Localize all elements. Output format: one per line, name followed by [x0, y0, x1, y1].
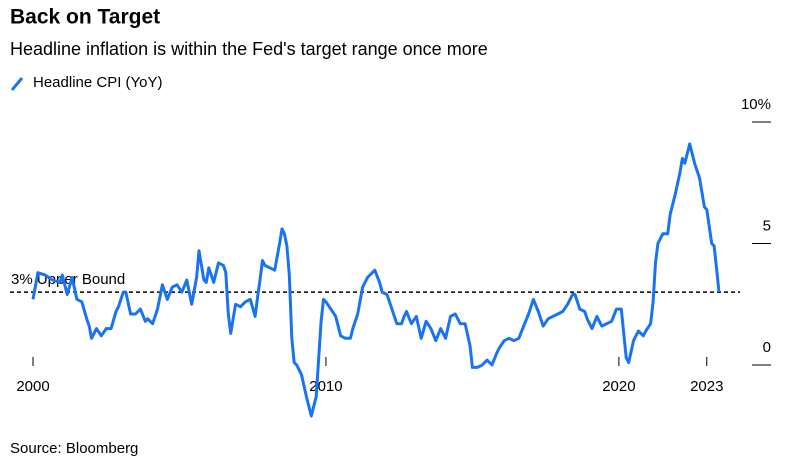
x-tick-label: 2023 [690, 378, 723, 395]
legend-label: Headline CPI (YoY) [33, 74, 163, 91]
x-tick-label: 2020 [602, 378, 635, 395]
y-tick-label: 0 [763, 339, 771, 356]
source: Source: Bloomberg [10, 440, 138, 457]
legend-swatch [10, 77, 24, 91]
chart-subtitle: Headline inflation is within the Fed's t… [10, 39, 488, 59]
y-tick-label: 5 [763, 217, 771, 234]
legend: Headline CPI (YoY) [10, 74, 163, 91]
x-tick-label: 2000 [16, 378, 49, 395]
x-tick-label: 2010 [309, 378, 342, 395]
series-line [31, 142, 721, 418]
chart-title: Back on Target [10, 6, 160, 29]
annotation: 3% Upper Bound [11, 271, 125, 288]
y-tick-label: 10% [741, 96, 771, 113]
